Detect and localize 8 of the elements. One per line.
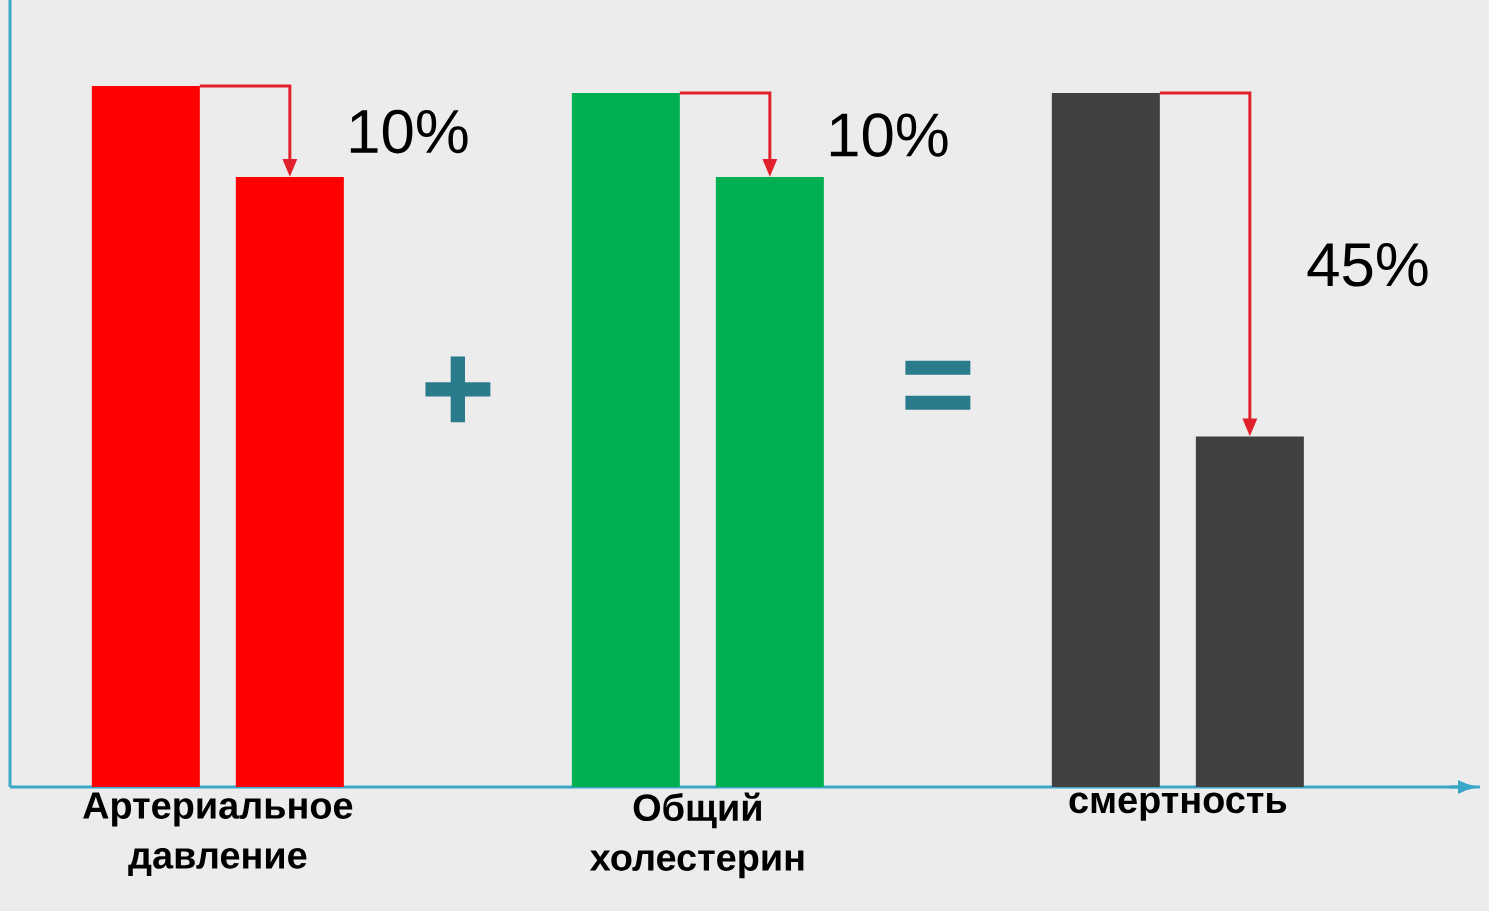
x-tick-label: Артериальное давление [83, 792, 353, 876]
annotation: + [425, 356, 491, 423]
annotation: = [905, 360, 971, 410]
x-tick-label: Общий холестерин [589, 792, 804, 879]
annotation: 10% [350, 109, 468, 154]
x-tick-label: смертность [1069, 792, 1287, 821]
annotation: 45% [1307, 243, 1428, 287]
annotation: 10% [830, 113, 948, 157]
